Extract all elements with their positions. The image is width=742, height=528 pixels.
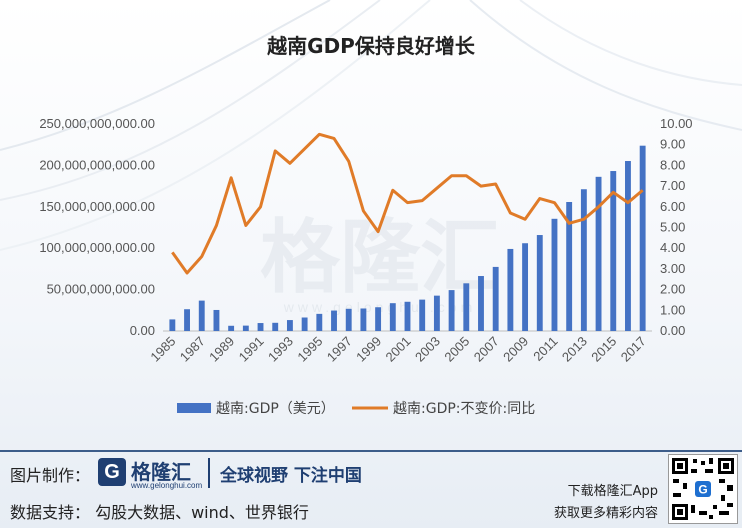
footer-divider [0,450,742,452]
right-tick-label: 4.00 [660,240,685,255]
left-tick-label: 100,000,000,000.00 [39,240,155,255]
gdp-bar-1989 [228,325,235,331]
brand-logo-icon: G [98,458,126,486]
left-tick-label: 250,000,000,000.00 [39,116,155,131]
gdp-bar-1988 [213,309,220,331]
x-tick-label: 1995 [294,334,325,365]
gdp-bar-2000 [389,303,396,331]
gdp-bar-1999 [375,307,382,331]
slogan: 全球视野 下注中国 [220,466,362,486]
gdp-bar-1990 [242,325,249,331]
gdp-bar-1987 [198,300,205,331]
gdp-bar-1998 [360,308,367,331]
qr-code-icon[interactable]: G [668,454,738,524]
gdp-bar-2002 [419,299,426,331]
gdp-bar-2011 [551,218,558,331]
right-tick-label: 7.00 [660,178,685,193]
left-tick-label: 50,000,000,000.00 [47,282,155,297]
legend: 越南:GDP（美元） 越南:GDP:不变价:同比 [177,401,535,417]
gdp-bar-2003 [433,295,440,331]
gdp-bar-1986 [184,309,190,331]
gdp-chart: 格隆汇 www.gelonghui.com 0.0050,000,000,000… [39,116,693,417]
x-tick-label: 2005 [441,334,472,365]
legend-swatch-gdp [177,403,211,413]
gdp-bar-2012 [566,201,573,331]
right-tick-label: 1.00 [660,302,685,317]
right-tick-label: 5.00 [660,220,685,235]
x-tick-label: 1997 [324,334,355,365]
gdp-bar-1995 [316,313,323,331]
left-tick-label: 0.00 [130,323,155,338]
x-tick-label: 1993 [265,334,296,365]
gdp-bar-2010 [536,235,543,331]
x-tick-label: 1999 [353,334,384,365]
background-decoration [0,0,742,251]
gdp-bar-2017 [639,145,646,331]
gdp-bar-2004 [448,290,455,331]
right-axis: 0.00 1.00 2.00 3.00 4.00 5.00 6.00 7.00 8.00 9.00… [660,116,693,338]
gdp-bar-2006 [478,276,484,331]
x-axis: 1985198719891991199319951997199920012003… [147,334,648,365]
right-tick-label: 8.00 [660,157,685,172]
gdp-bar-1996 [331,310,337,331]
gdp-bar-1993 [286,320,293,331]
left-tick-label: 150,000,000,000.00 [39,199,155,214]
right-tick-label: 6.00 [660,199,685,214]
made-by-label: 图片制作： [10,466,91,485]
x-tick-label: 2013 [559,334,590,365]
x-tick-label: 2001 [383,334,414,365]
left-axis: 0.00 50,000,000,000.00 100,000,000,000.00 1… [39,116,155,338]
x-tick-label: 2009 [500,334,531,365]
gdp-bar-2009 [522,243,529,331]
gdp-bar-1997 [345,308,352,331]
gdp-bar-2005 [463,283,470,331]
data-source: 数据支持： 勾股大数据、wind、世界银行 [10,503,309,522]
x-tick-label: 2003 [412,334,443,365]
x-tick-label: 2011 [530,334,560,364]
gdp-bar-2014 [595,176,602,331]
brand-separator [208,458,210,488]
right-tick-label: 9.00 [660,137,685,152]
x-tick-label: 1985 [147,334,178,365]
brand-name: 格隆汇 [131,460,191,484]
gdp-bar-1985 [169,319,176,331]
x-tick-label: 1991 [236,334,267,365]
x-tick-label: 2007 [471,334,502,365]
more-content-text: 获取更多精彩内容 [553,506,658,521]
gdp-bar-2001 [404,301,411,331]
brand-url: www.gelonghui.com [131,481,203,490]
gdp-bar-2008 [507,248,514,331]
legend-label-growth: 越南:GDP:不变价:同比 [393,401,535,417]
download-app-text: 下载格隆汇App [567,484,658,499]
right-tick-label: 2.00 [660,282,685,297]
gdp-bar-2007 [492,266,499,331]
right-tick-label: 0.00 [660,323,685,338]
legend-label-gdp: 越南:GDP（美元） [216,401,335,417]
gdp-bar-2013 [580,189,587,331]
gdp-bar-1991 [257,323,264,331]
right-tick-label: 10.00 [660,116,693,131]
left-tick-label: 200,000,000,000.00 [39,157,155,172]
gdp-bars [169,145,646,331]
gdp-bar-1992 [272,322,279,331]
chart-title: 越南GDP保持良好增长 [267,34,475,58]
growth-line [171,132,644,275]
right-tick-label: 3.00 [660,261,685,276]
gdp-bar-1994 [301,317,308,331]
x-tick-label: 1989 [206,334,237,365]
x-tick-label: 2017 [618,334,649,365]
x-tick-label: 2015 [588,334,619,365]
svg-text:G: G [698,483,707,497]
x-tick-label: 1987 [177,334,208,365]
gdp-bar-2015 [610,171,617,331]
gdp-bar-2016 [625,161,631,331]
